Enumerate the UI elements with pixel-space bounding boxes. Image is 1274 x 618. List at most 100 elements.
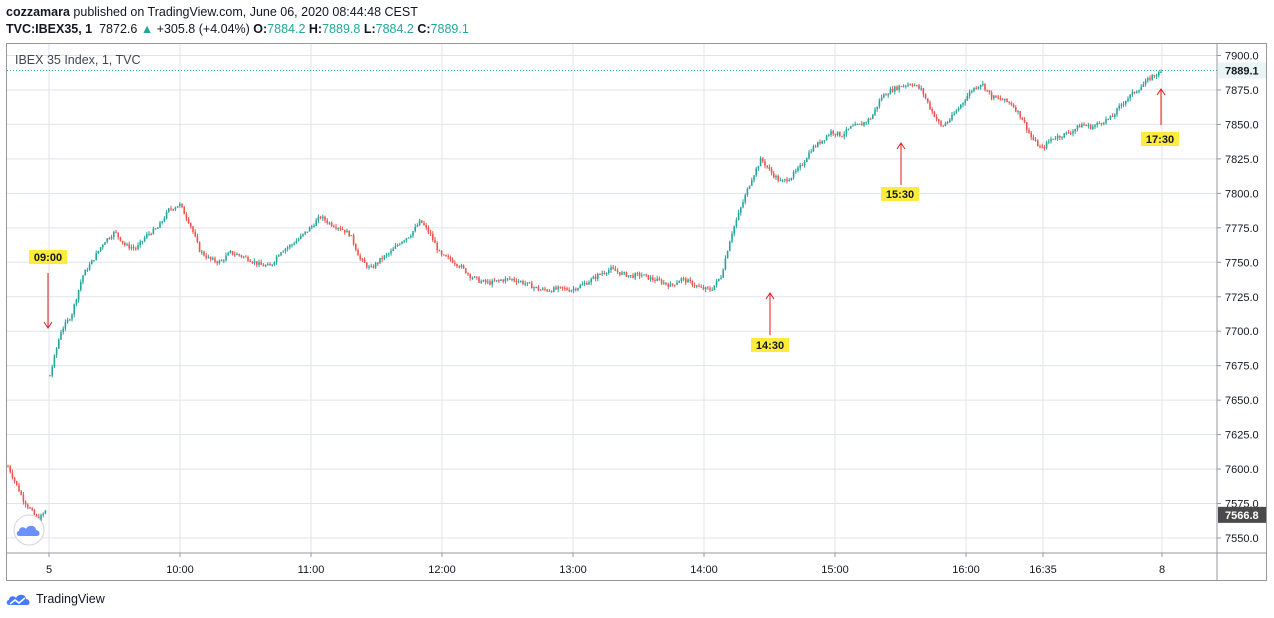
candle [548,289,551,292]
candle [652,274,654,283]
candle [880,94,883,102]
tradingview-logo[interactable]: TradingView [6,592,105,606]
candle [104,241,106,245]
candle [130,244,133,251]
candle [968,89,971,99]
candle [746,187,749,197]
candle [1043,144,1046,151]
candle [812,144,815,152]
candle [469,273,471,281]
arrow-head-icon [896,142,906,150]
price-tick-label: 7625.0 [1225,430,1259,442]
candle [704,286,707,293]
price-tick-label: 7675.0 [1225,361,1259,373]
candle [854,121,856,126]
candle [674,284,676,288]
candle [16,480,18,487]
candle [940,119,942,127]
candle [709,285,711,292]
candle [319,215,322,220]
candle [995,95,997,98]
candle [187,216,190,224]
candle [271,264,273,267]
candle [997,94,999,100]
candle [951,111,953,122]
candle [341,226,344,231]
candle [638,271,641,279]
candle [522,279,524,286]
candle [920,85,922,91]
time-annotation[interactable]: 09:00 [29,250,67,329]
candle [792,170,795,180]
candle [896,85,898,91]
candle [735,217,738,229]
candle [24,500,27,508]
time-tick-label: 12:00 [428,564,456,576]
candle [621,270,623,276]
publisher-name[interactable]: cozzamara [6,5,70,19]
candle [711,287,713,292]
candle [689,276,691,284]
candle [31,507,33,511]
candle [1151,74,1153,81]
candles[interactable] [7,69,1162,523]
current-price-label: 7889.1 [1225,66,1259,78]
candle [407,237,410,239]
candle [867,117,870,125]
price-axis[interactable]: 7550.07575.07600.07625.07650.07675.07700… [1217,51,1259,546]
candle [423,220,425,226]
candle [627,275,630,278]
candle [478,276,480,283]
candle [449,255,452,262]
candle [390,248,392,256]
candle [764,159,766,169]
candle [561,286,564,291]
candle [856,123,859,126]
candle [790,177,793,181]
candle [300,233,302,240]
candle [702,284,705,291]
candle [284,247,287,254]
candle [1160,69,1162,73]
candle [726,250,729,259]
candle [575,287,577,292]
candle [676,279,678,286]
candle [744,193,746,205]
candle [267,262,269,266]
price-tick-label: 7850.0 [1225,119,1259,131]
publish-info: cozzamara published on TradingView.com, … [6,5,418,19]
time-tick-label: 11:00 [298,564,325,576]
annotation-label: 17:30 [1146,134,1174,146]
candle [594,273,597,282]
candle [352,233,355,246]
candle [949,117,951,123]
time-annotation[interactable]: 15:30 [881,142,919,201]
time-annotation[interactable]: 17:30 [1141,88,1179,146]
candle [898,84,900,93]
arrow-head-icon [765,292,775,300]
candle [181,203,183,209]
candle [253,258,256,266]
candle [183,205,185,215]
candle [240,254,243,259]
candle [526,282,529,287]
candle [102,243,104,250]
candle [678,280,680,283]
candle [858,123,861,125]
candle [1072,128,1074,137]
time-axis[interactable]: 5 10:00 11:00 12:00 13:00 14:00 15:00 16:00 16:3… [46,553,1165,576]
candle [262,263,265,267]
candle [962,102,964,108]
candle [953,111,955,116]
time-annotation[interactable]: 14:30 [751,292,789,352]
annotation-label: 14:30 [756,340,784,352]
candle [150,232,152,236]
candle [1045,140,1048,150]
candle [126,242,128,247]
grid [7,44,1217,553]
candle [84,269,86,276]
candle [927,98,929,104]
candle [830,129,832,137]
candle [817,141,819,148]
